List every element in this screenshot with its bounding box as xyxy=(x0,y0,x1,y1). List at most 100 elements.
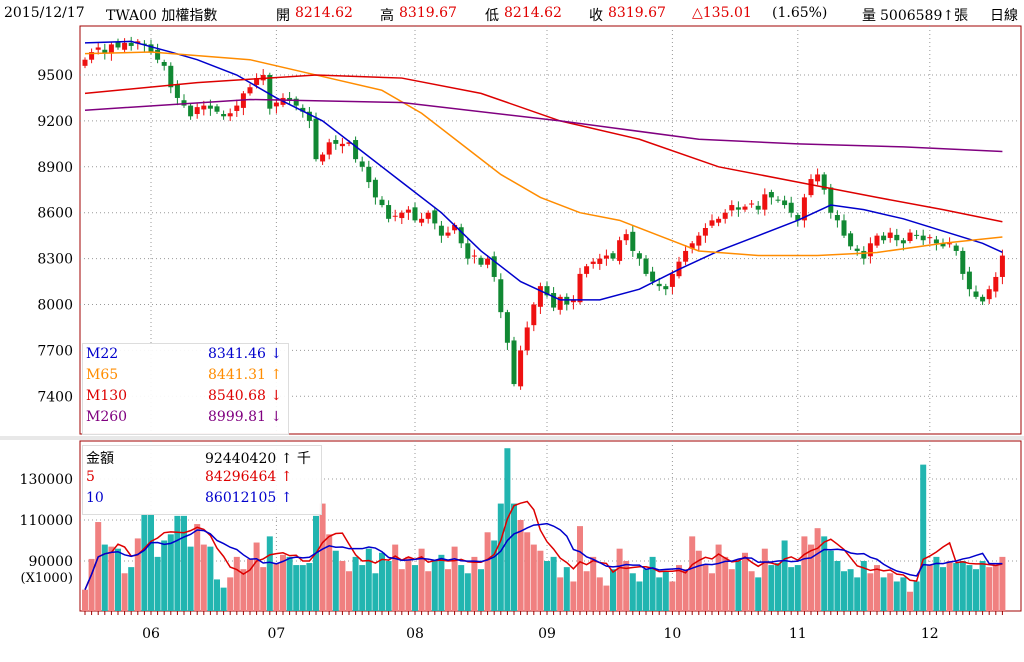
volume-bar xyxy=(286,556,293,611)
month-tick-label: 11 xyxy=(789,626,807,642)
volume-bar xyxy=(293,565,300,611)
volume-bar xyxy=(557,577,564,611)
quote-header: 2015/12/17 TWA00 加權指數 開 8214.62 高 8319.6… xyxy=(0,0,1024,26)
month-tick-label: 07 xyxy=(267,626,285,642)
high-value: 8319.67 xyxy=(399,5,457,21)
volume-bar xyxy=(227,577,234,611)
legend-value: 92440420 ↑ 千 xyxy=(205,451,311,467)
volume-bar xyxy=(82,589,88,611)
candle-body xyxy=(438,225,444,236)
candle-body xyxy=(432,210,438,224)
volume-bar xyxy=(141,513,148,611)
volume-bar xyxy=(431,560,438,611)
candle-body xyxy=(854,248,860,251)
candle-body xyxy=(933,239,939,244)
volume-bar xyxy=(953,563,960,611)
volume-bar xyxy=(563,567,570,611)
volume-bar xyxy=(379,552,385,611)
candle-body xyxy=(709,220,715,226)
candle-body xyxy=(821,174,827,190)
candle-body xyxy=(267,75,273,109)
legend-name: 10 xyxy=(86,490,104,506)
candle-body xyxy=(412,207,418,221)
candle-body xyxy=(524,327,530,351)
candle-body xyxy=(557,296,563,310)
candle-body xyxy=(775,199,781,201)
volume-value: 5006589↑張 xyxy=(880,8,969,24)
candle-body xyxy=(306,111,312,121)
volume-bar xyxy=(966,565,973,611)
volume-bar xyxy=(907,591,913,611)
ma-legend: M22 8341.46 ↓ M65 8441.31 ↑ M130 8540.68 ↓ M26… xyxy=(82,343,289,435)
legend-name: 5 xyxy=(86,469,95,485)
candle-body xyxy=(999,255,1005,277)
volume-bar xyxy=(530,544,537,611)
candle-body xyxy=(808,179,814,196)
price-tick-label: 8000 xyxy=(37,298,73,314)
candle-body xyxy=(174,84,180,98)
candle-body xyxy=(722,212,728,219)
volume-bar xyxy=(887,573,894,611)
candle-body xyxy=(643,258,649,274)
candle-body xyxy=(782,200,788,206)
volume-bar xyxy=(524,532,531,611)
candle-body xyxy=(95,47,101,50)
candle-body xyxy=(320,154,326,162)
period-selector[interactable]: 日線 xyxy=(990,8,1018,24)
candle-body xyxy=(914,234,920,236)
candle-body xyxy=(834,214,840,221)
candle-body xyxy=(339,143,345,147)
candle-body xyxy=(194,107,200,115)
volume-bar xyxy=(742,552,748,611)
volume-bar xyxy=(669,581,676,611)
volume-bar xyxy=(200,544,207,611)
volume-bar xyxy=(920,464,927,611)
legend-value: 8441.31 ↑ xyxy=(208,367,283,383)
volume-bar xyxy=(425,571,432,611)
volume-bar xyxy=(214,579,220,611)
volume-bar xyxy=(194,524,201,611)
volume-bar xyxy=(596,577,603,611)
candle-body xyxy=(89,52,95,60)
volume-bar xyxy=(398,569,405,611)
volume-bar xyxy=(478,569,484,611)
price-tick-label: 9200 xyxy=(37,114,73,130)
volume-bar xyxy=(768,565,775,611)
volume-bar xyxy=(372,573,379,611)
volume-bar xyxy=(788,567,795,611)
candle-body xyxy=(518,350,524,387)
candle-body xyxy=(597,258,603,264)
candle-body xyxy=(405,209,411,213)
volume-bar xyxy=(583,571,590,611)
volume-bar xyxy=(517,519,524,611)
candle-body xyxy=(372,179,378,198)
open-value: 8214.62 xyxy=(295,5,353,21)
candle-body xyxy=(471,255,477,257)
candle-body xyxy=(544,286,550,296)
volume-bar xyxy=(108,546,115,611)
volume-bar xyxy=(867,573,874,611)
price-tick-label: 9500 xyxy=(37,68,73,84)
candle-body xyxy=(531,304,537,326)
candle-body xyxy=(537,286,543,307)
candle-body xyxy=(425,212,431,219)
candle-body xyxy=(907,232,913,242)
price-tick-label: 8900 xyxy=(37,160,73,176)
candle-body xyxy=(702,228,708,236)
candle-body xyxy=(735,207,741,210)
candle-body xyxy=(168,65,174,88)
volume-bar xyxy=(154,556,161,611)
candle-body xyxy=(993,276,999,292)
volume-bar xyxy=(880,577,887,611)
volume-bar xyxy=(392,544,399,611)
candle-body xyxy=(188,105,194,117)
volume-bar xyxy=(451,546,458,611)
volume-bar xyxy=(260,567,267,611)
candle-body xyxy=(749,203,755,205)
volume-bar xyxy=(973,569,979,611)
candle-body xyxy=(221,114,227,117)
candle-body xyxy=(181,100,187,106)
volume-bar xyxy=(603,585,610,611)
candle-body xyxy=(366,166,372,183)
